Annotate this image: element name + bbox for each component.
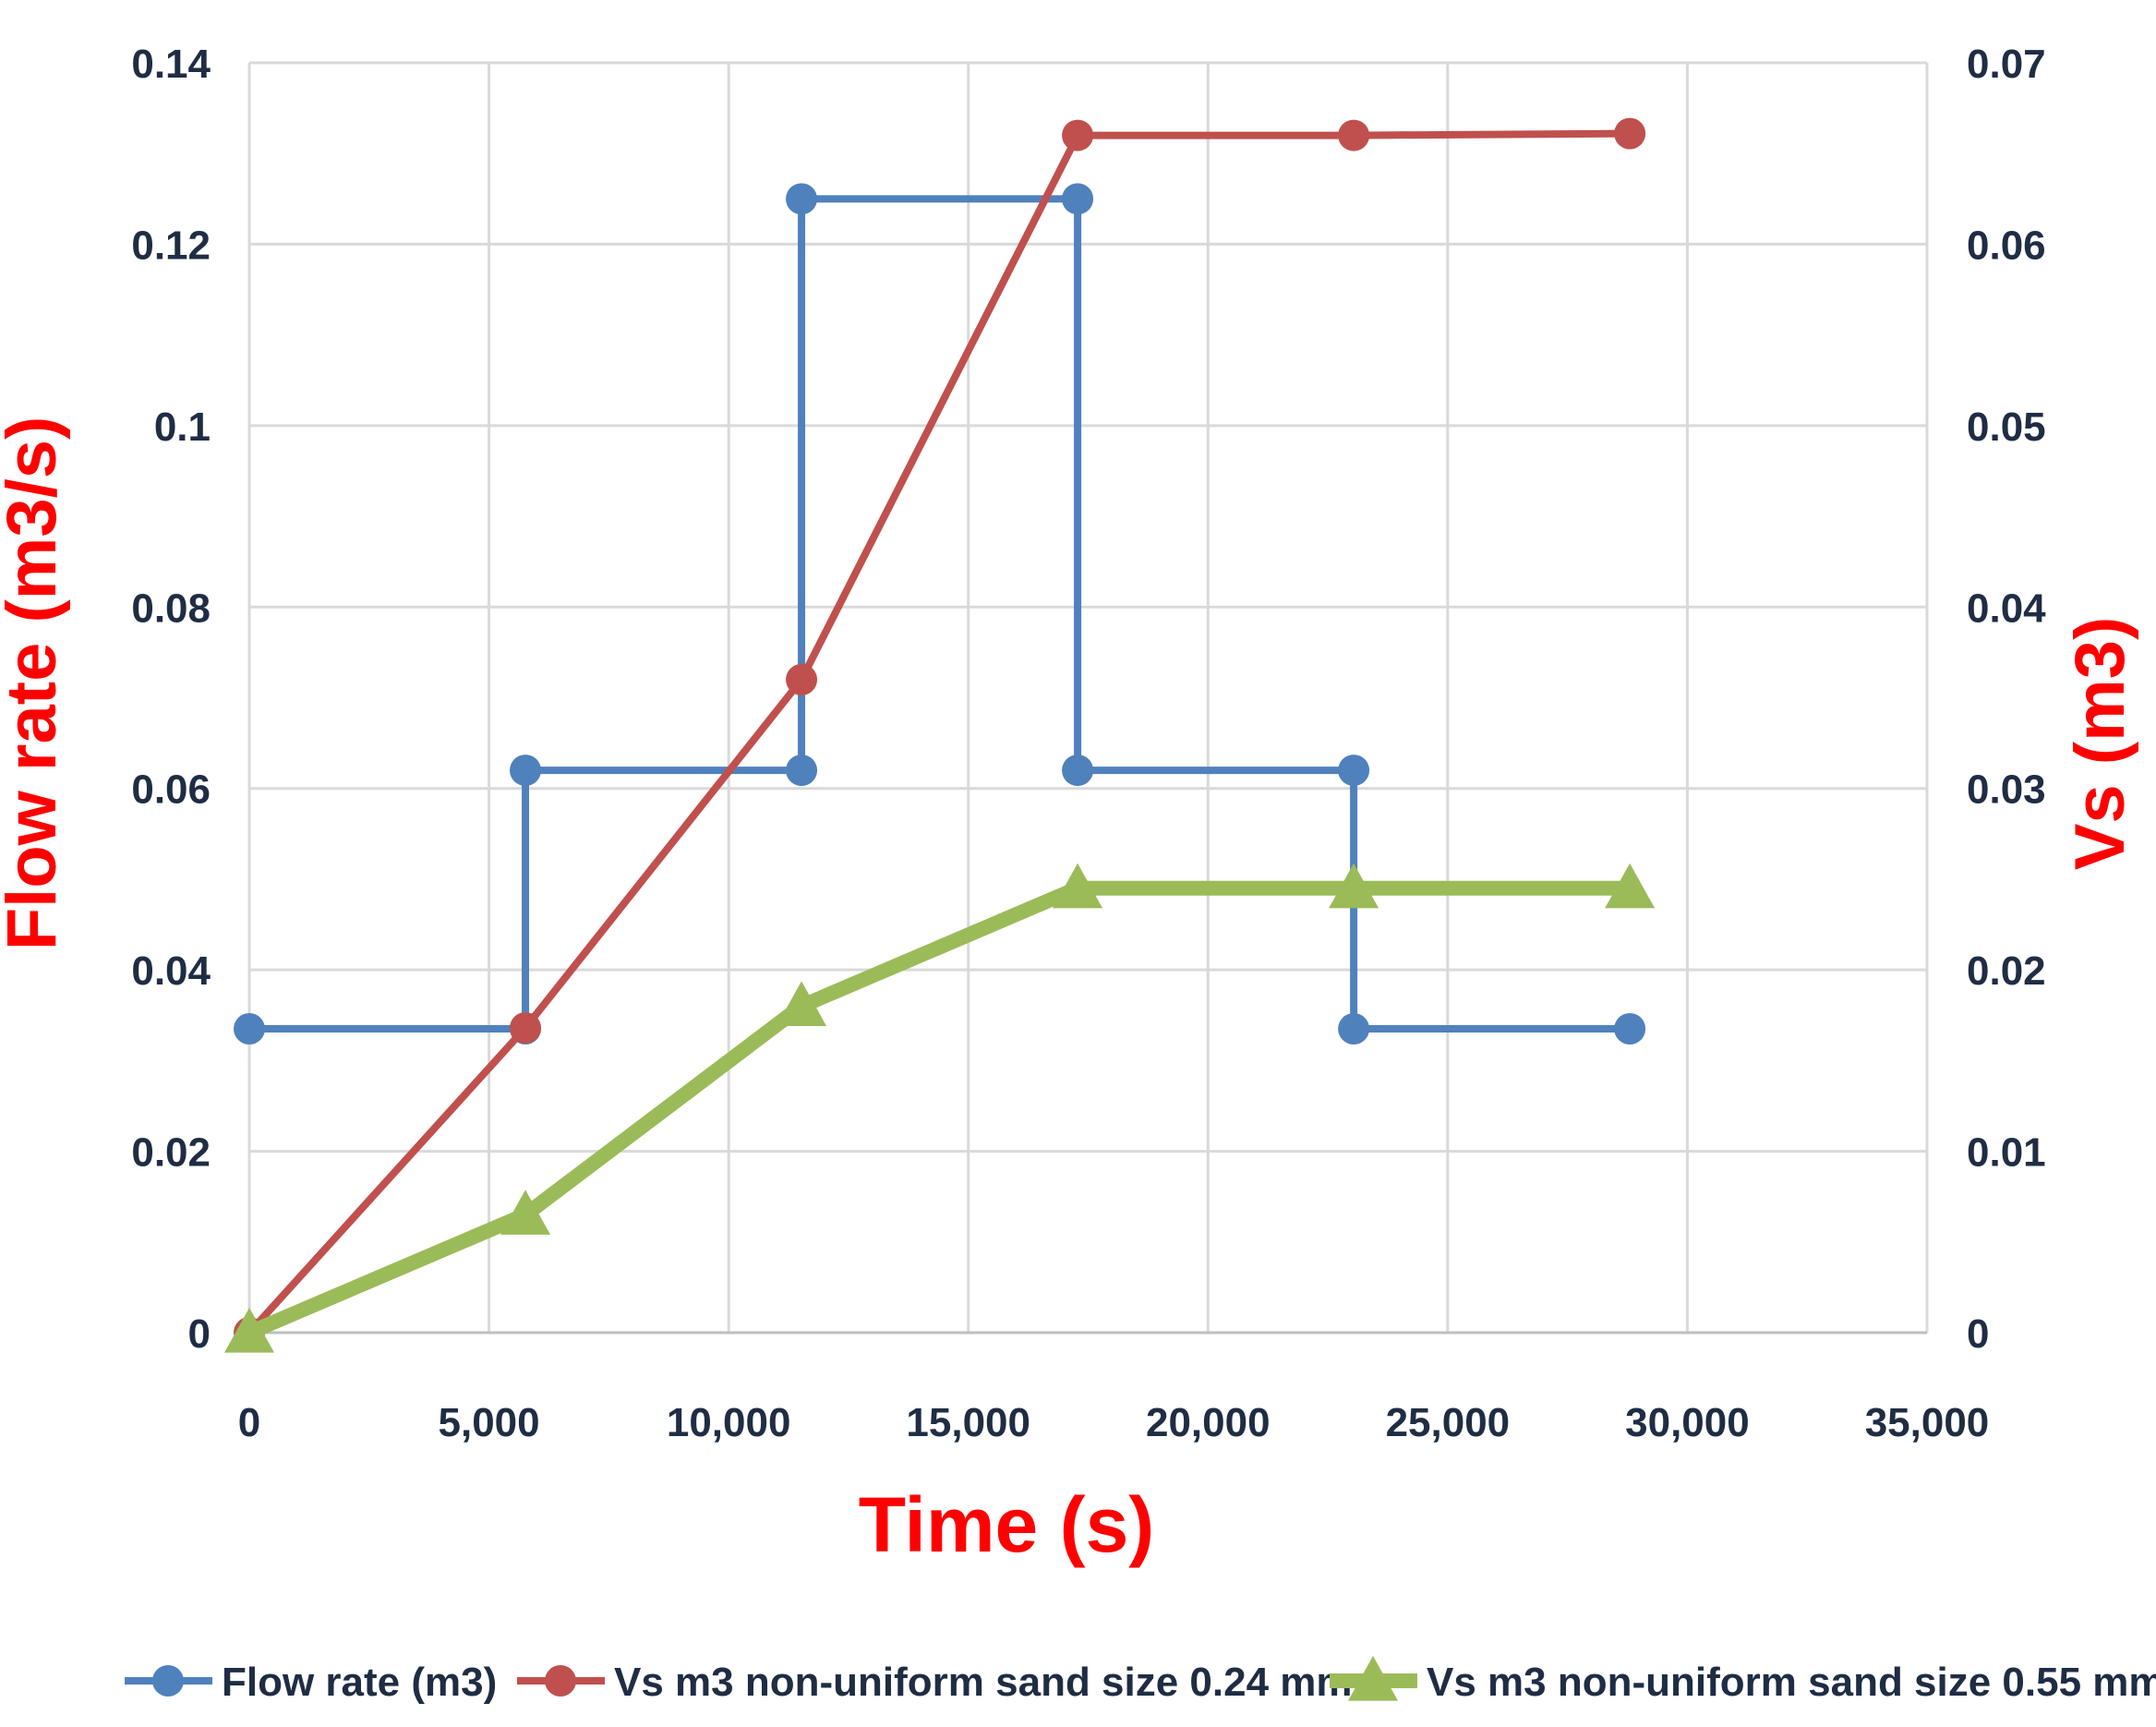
series-layer <box>224 117 1656 1353</box>
series-2-point <box>1062 119 1094 151</box>
series-3-point <box>1053 863 1103 909</box>
x-tick-label: 20,000 <box>1146 1400 1271 1445</box>
series-1-line <box>249 195 1631 1033</box>
y2-tick-label: 0.07 <box>1967 42 2046 87</box>
y-tick-label: 0.14 <box>131 42 211 87</box>
series-3-point <box>500 1190 551 1235</box>
x-tick-label: 5,000 <box>439 1400 540 1445</box>
x-axis-title: Time (s) <box>859 1481 1155 1568</box>
series-2-point <box>510 1012 542 1044</box>
y2-tick-label: 0.02 <box>1967 948 2046 994</box>
x-tick-label: 15,000 <box>906 1400 1030 1445</box>
series-2-line <box>247 129 1631 1335</box>
y-tick-label: 0.1 <box>154 405 211 450</box>
y2-tick-label: 0.05 <box>1967 405 2046 450</box>
y-tick-label: 0.04 <box>131 948 211 994</box>
series-1 <box>234 183 1646 1045</box>
y-tick-label: 0.06 <box>131 767 211 813</box>
series-3 <box>224 863 1656 1353</box>
x-tick-label: 25,000 <box>1386 1400 1511 1445</box>
legend-label: Flow rate (m3) <box>222 1660 497 1705</box>
series-1-point <box>234 1012 265 1045</box>
y2-tick-label: 0.06 <box>1967 223 2046 268</box>
series-1-point <box>1338 755 1370 787</box>
y2-tick-labels: 0 0.01 0.02 0.03 0.04 0.05 0.06 0.07 <box>1967 42 2046 1357</box>
series-3-line <box>246 880 1631 1340</box>
series-3-point <box>777 981 827 1027</box>
legend-label: Vs m3 non-uniform sand size 0.24 mm <box>614 1660 1353 1705</box>
y2-tick-label: 0 <box>1967 1311 1989 1357</box>
legend: Flow rate (m3) Vs m3 non-uniform sand siz… <box>125 1656 2156 1705</box>
legend-label: Vs m3 non-uniform sand size 0.55 mm <box>1427 1660 2156 1705</box>
series-3-point <box>1329 863 1379 909</box>
series-1-point <box>1062 755 1094 787</box>
legend-swatch-marker <box>545 1665 576 1697</box>
x-tick-label: 35,000 <box>1865 1400 1990 1445</box>
legend-item-2: Vs m3 non-uniform sand size 0.24 mm <box>517 1660 1353 1705</box>
series-2-point <box>1338 119 1370 151</box>
y2-tick-label: 0.01 <box>1967 1130 2046 1176</box>
series-1-point <box>1338 1012 1370 1045</box>
legend-swatch-marker <box>152 1665 184 1697</box>
series-1-point <box>1062 183 1094 215</box>
series-1-point <box>1614 1012 1646 1045</box>
legend-swatch-marker <box>1348 1656 1398 1701</box>
x-tick-label: 10,000 <box>667 1400 791 1445</box>
series-1-point <box>786 755 818 787</box>
y-tick-label: 0.08 <box>131 586 211 631</box>
x-tick-labels: 0 5,000 10,000 15,000 20,000 25,000 30,000 35,0… <box>238 1400 1990 1445</box>
y2-tick-label: 0.03 <box>1967 767 2046 813</box>
y2-tick-label: 0.04 <box>1967 586 2046 631</box>
y-tick-labels: 0 0.02 0.04 0.06 0.08 0.1 0.12 0.14 <box>131 42 211 1357</box>
x-tick-label: 30,000 <box>1625 1400 1750 1445</box>
y2-axis-title: Vs (m3) <box>2061 617 2139 871</box>
legend-item-3: Vs m3 non-uniform sand size 0.55 mm <box>1330 1656 2156 1705</box>
series-2-point <box>1614 117 1646 150</box>
y-tick-label: 0.12 <box>131 223 211 268</box>
x-tick-label: 0 <box>238 1400 260 1445</box>
y-axis-title: Flow rate (m3/s) <box>0 417 71 951</box>
series-3-point <box>224 1308 274 1353</box>
series-1-point <box>510 755 542 787</box>
series-1-point <box>786 183 818 215</box>
series-3-point <box>1605 863 1656 909</box>
legend-item-1: Flow rate (m3) <box>125 1660 497 1705</box>
y-tick-label: 0 <box>188 1311 211 1357</box>
grid <box>247 61 1929 1334</box>
series-2 <box>234 117 1646 1348</box>
series-2-point <box>786 663 818 695</box>
y-tick-label: 0.02 <box>131 1130 211 1176</box>
